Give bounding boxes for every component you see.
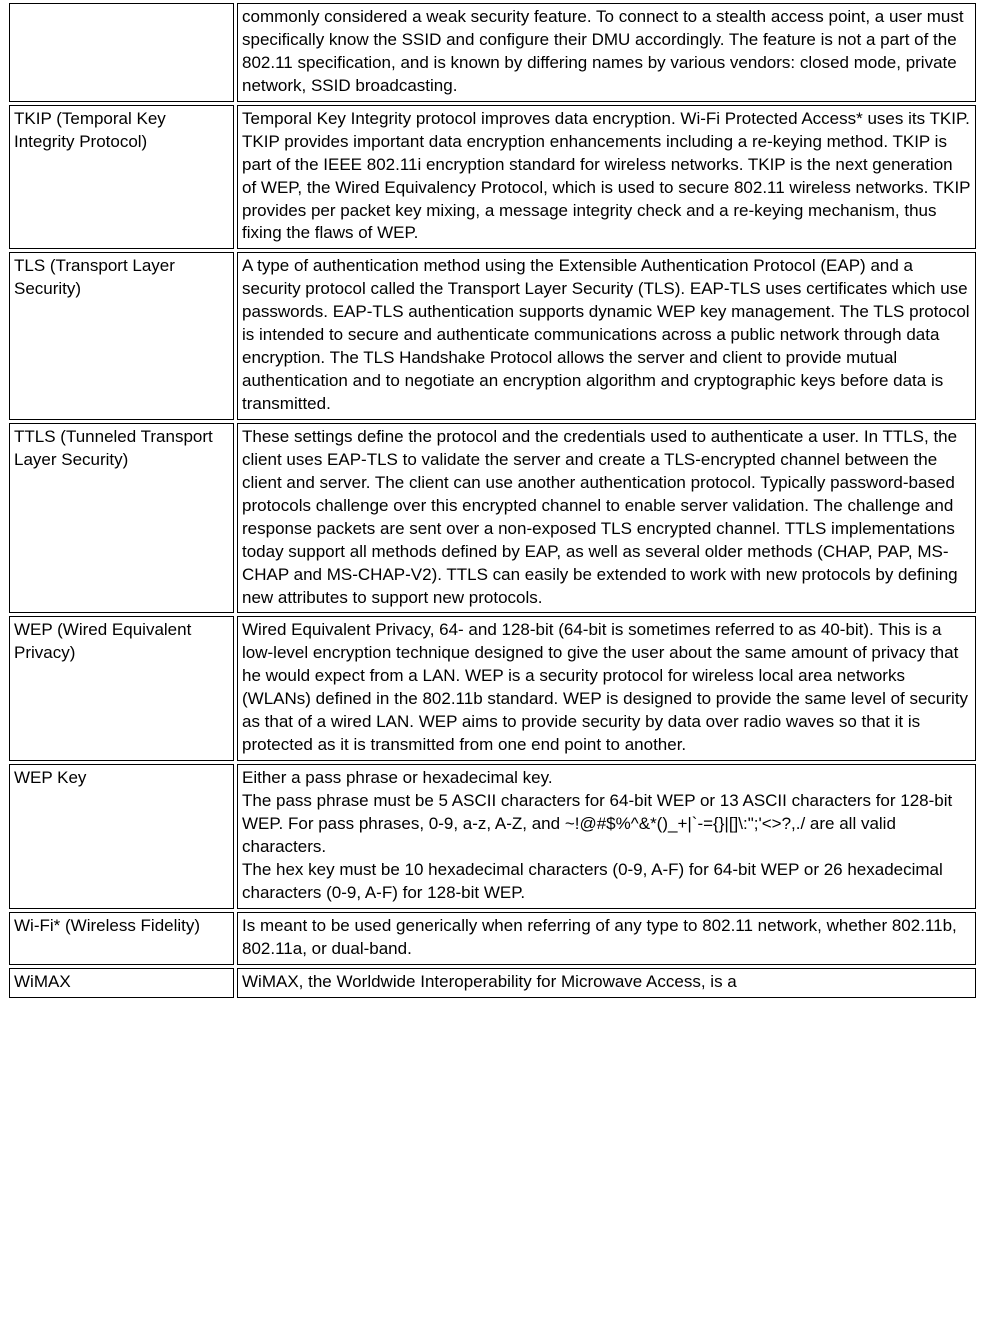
table-row: Wi-Fi* (Wireless Fidelity)Is meant to be… (9, 912, 976, 965)
definition-cell: WiMAX, the Worldwide Interoperability fo… (237, 968, 976, 998)
definition-cell: Is meant to be used generically when ref… (237, 912, 976, 965)
table-row: WEP (Wired Equivalent Privacy)Wired Equi… (9, 616, 976, 761)
term-cell: Wi-Fi* (Wireless Fidelity) (9, 912, 234, 965)
term-cell (9, 3, 234, 102)
definition-line: The hex key must be 10 hexadecimal chara… (242, 859, 971, 905)
glossary-page: commonly considered a weak security feat… (0, 0, 985, 1001)
table-row: WEP KeyEither a pass phrase or hexadecim… (9, 764, 976, 909)
definition-cell: Wired Equivalent Privacy, 64- and 128-bi… (237, 616, 976, 761)
term-cell: WEP Key (9, 764, 234, 909)
table-row: commonly considered a weak security feat… (9, 3, 976, 102)
definition-cell: Temporal Key Integrity protocol improves… (237, 105, 976, 250)
table-row: TKIP (Temporal Key Integrity Protocol)Te… (9, 105, 976, 250)
term-cell: WEP (Wired Equivalent Privacy) (9, 616, 234, 761)
definition-line: Either a pass phrase or hexadecimal key. (242, 767, 971, 790)
glossary-table: commonly considered a weak security feat… (6, 0, 979, 1001)
definition-line: The pass phrase must be 5 ASCII characte… (242, 790, 971, 859)
term-cell: TLS (Transport Layer Security) (9, 252, 234, 420)
definition-cell: A type of authentication method using th… (237, 252, 976, 420)
term-cell: WiMAX (9, 968, 234, 998)
table-row: WiMAXWiMAX, the Worldwide Interoperabili… (9, 968, 976, 998)
term-cell: TKIP (Temporal Key Integrity Protocol) (9, 105, 234, 250)
glossary-tbody: commonly considered a weak security feat… (9, 3, 976, 998)
definition-cell: These settings define the protocol and t… (237, 423, 976, 614)
definition-cell: commonly considered a weak security feat… (237, 3, 976, 102)
table-row: TLS (Transport Layer Security)A type of … (9, 252, 976, 420)
definition-cell: Either a pass phrase or hexadecimal key.… (237, 764, 976, 909)
term-cell: TTLS (Tunneled Transport Layer Security) (9, 423, 234, 614)
table-row: TTLS (Tunneled Transport Layer Security)… (9, 423, 976, 614)
